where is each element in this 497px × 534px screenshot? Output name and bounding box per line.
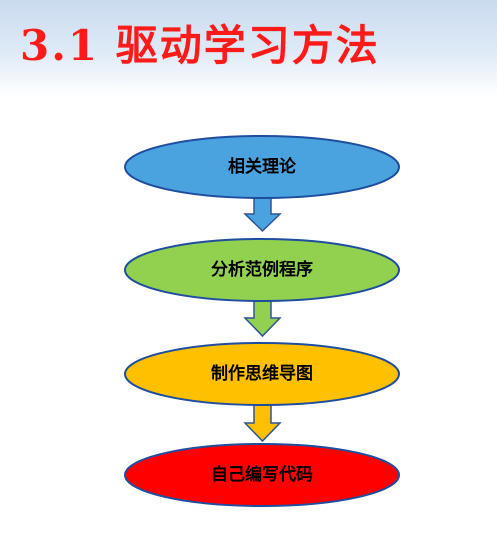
- flow-arrow-3: [243, 404, 282, 443]
- flow-step-4-label: 自己编写代码: [211, 464, 313, 485]
- flow-step-3-label: 制作思维导图: [211, 363, 313, 384]
- flow-step-1: [124, 135, 400, 199]
- flow-step-2-label: 分析范例程序: [211, 259, 313, 280]
- flow-step-3: [124, 342, 400, 406]
- flow-arrow-1: [243, 197, 282, 233]
- flow-step-2: [124, 238, 400, 302]
- flow-step-1-label: 相关理论: [228, 156, 297, 177]
- page-title: 3.1 驱动学习方法: [20, 21, 380, 70]
- flow-step-4: [124, 443, 400, 507]
- title-banner: [0, 0, 497, 96]
- flow-arrow-2: [243, 300, 282, 338]
